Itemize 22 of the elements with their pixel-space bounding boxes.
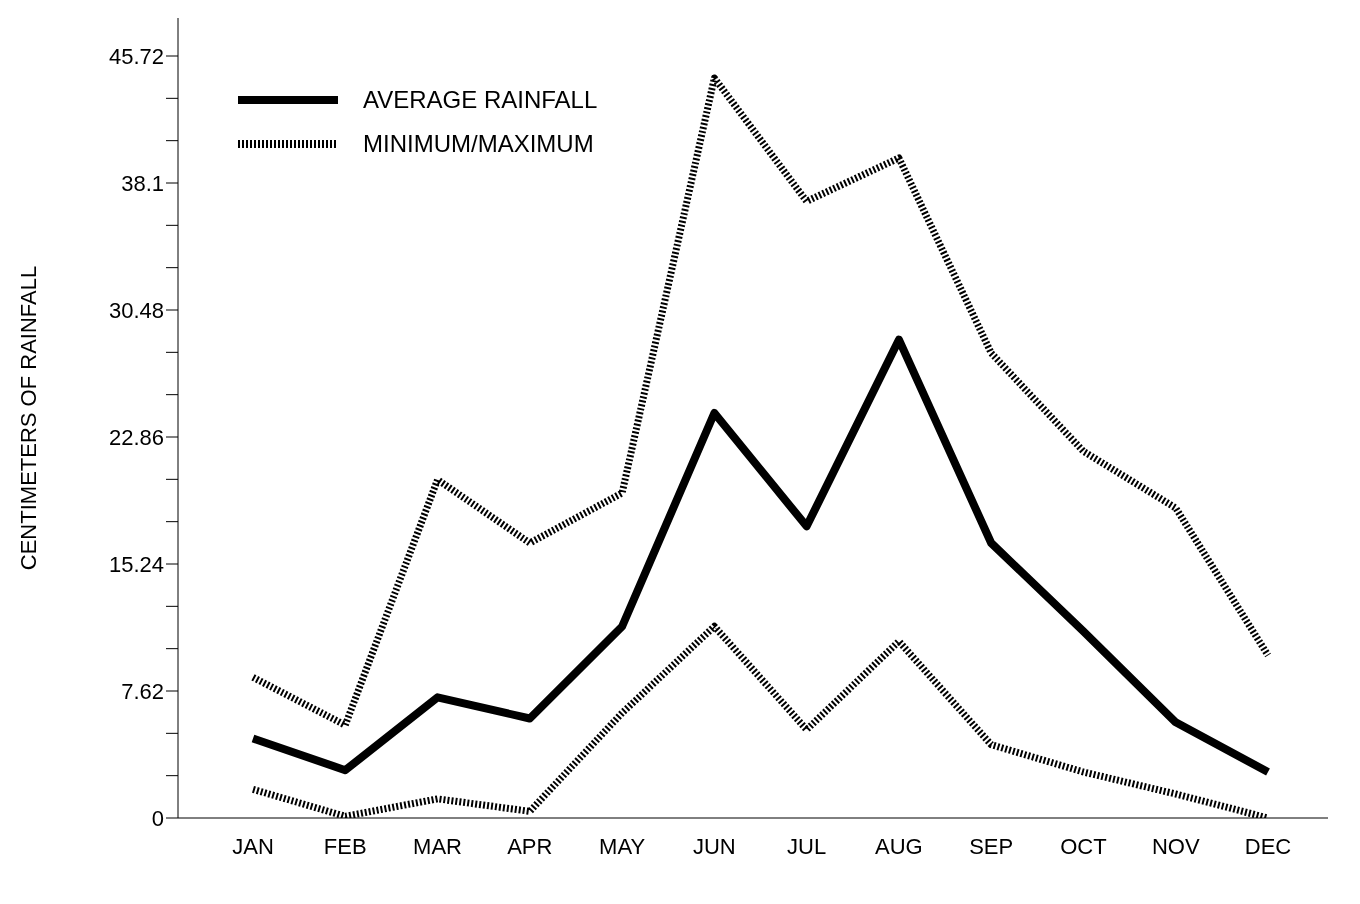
x-tick-label: FEB <box>323 833 367 859</box>
y-tick-label: 7.62 <box>121 678 164 704</box>
y-tick-label: 45.72 <box>108 43 164 69</box>
x-tick-label: MAR <box>413 833 462 859</box>
x-tick-label: APR <box>507 833 553 859</box>
y-tick-label: 30.48 <box>108 297 164 323</box>
x-tick-label: JAN <box>232 833 274 859</box>
x-tick-label: SEP <box>969 833 1014 859</box>
y-tick-label: 0 <box>151 805 164 831</box>
x-tick-label: AUG <box>875 833 923 859</box>
y-tick-label: 22.86 <box>108 424 164 450</box>
x-tick-label: JUL <box>787 833 827 859</box>
y-axis-title: CENTIMETERS OF RAINFALL <box>15 265 41 571</box>
x-tick-label: NOV <box>1151 833 1200 859</box>
x-tick-label: MAY <box>599 833 646 859</box>
legend-label: MINIMUM/MAXIMUM <box>363 130 594 157</box>
y-tick-label: 15.24 <box>108 551 164 577</box>
legend-label: AVERAGE RAINFALL <box>363 86 598 113</box>
y-tick-label: 38.1 <box>121 170 164 196</box>
x-tick-label: OCT <box>1060 833 1107 859</box>
x-tick-label: JUN <box>692 833 736 859</box>
x-tick-label: DEC <box>1244 833 1292 859</box>
